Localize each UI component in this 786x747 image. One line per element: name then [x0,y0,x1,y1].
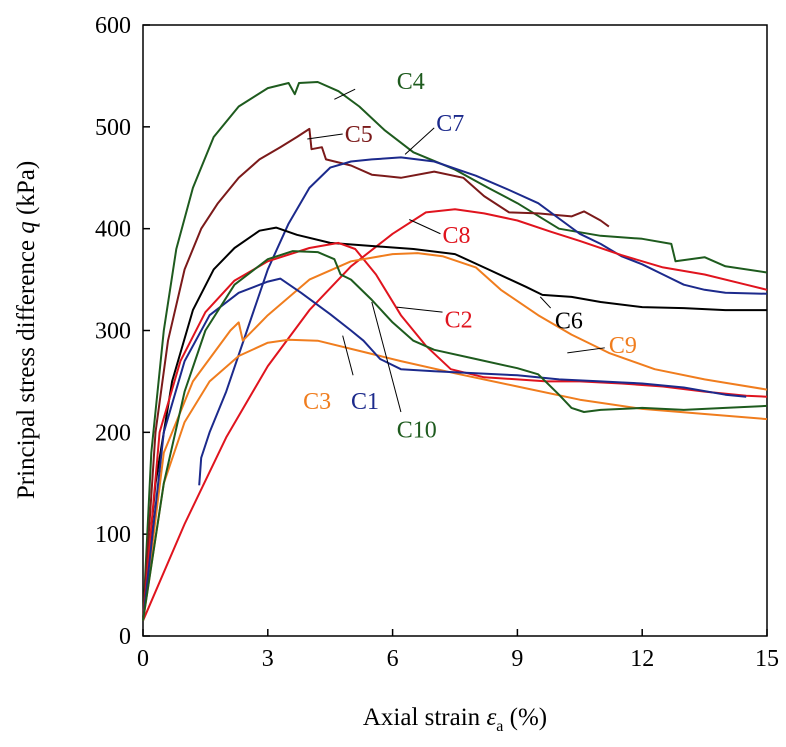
leader-line-c1 [342,335,354,376]
series-layer [142,81,768,622]
y-tick-label-300: 300 [95,319,131,345]
series-label-c2: C2 [445,307,473,333]
series-label-c1: C1 [351,389,379,415]
y-axis-title: Principal stress difference q (kPa) [13,161,40,499]
leader-line-c2 [396,306,443,313]
series-label-c7: C7 [436,111,464,137]
y-tick-label-200: 200 [95,420,131,446]
leader-line-c6 [539,296,552,309]
series-line-c4 [142,81,768,621]
series-line-c2 [142,241,768,621]
series-label-c5: C5 [345,122,373,148]
x-tick-label-12: 12 [630,646,654,672]
y-tick-label-500: 500 [95,115,131,141]
series-line-c9 [142,252,768,621]
leader-line-c10 [371,301,402,413]
series-label-c10: C10 [397,417,437,443]
leader-line-c9 [567,347,605,354]
series-label-c8: C8 [443,223,471,249]
x-tick-label-9: 9 [511,646,523,672]
x-tick-label-3: 3 [262,646,274,672]
y-tick-label-100: 100 [95,522,131,548]
leader-line-c7 [404,127,435,155]
x-axis-title: Axial strain εa (%) [363,704,547,735]
series-line-c5 [142,127,610,621]
x-tick-label-0: 0 [137,646,149,672]
series-label-c4: C4 [397,69,425,95]
y-tick-label-400: 400 [95,217,131,243]
series-label-c6: C6 [555,308,583,334]
y-tick-label-0: 0 [119,624,131,650]
y-tick-label-600: 600 [95,13,131,39]
series-label-c9: C9 [609,333,637,359]
series-line-c1 [142,277,747,621]
ticks-layer: 0 3 6 9 12 15 0 100 200 300 400 500 600 [95,13,779,672]
leader-line-c5 [307,133,343,140]
labels-layer: C4 C5 C7 C8 C6 C2 C9 C3 C1 C10 [303,69,637,443]
series-line-c6 [142,226,767,621]
leader-line-c8 [409,219,441,235]
x-tick-label-15: 15 [755,646,779,672]
series-line-c3 [142,338,768,621]
series-line-c7 [198,156,768,486]
series-line-c8 [142,208,768,622]
x-tick-label-6: 6 [387,646,399,672]
leader-line-c4 [334,88,356,100]
series-label-c3: C3 [303,389,331,415]
series-line-c10 [142,250,768,621]
